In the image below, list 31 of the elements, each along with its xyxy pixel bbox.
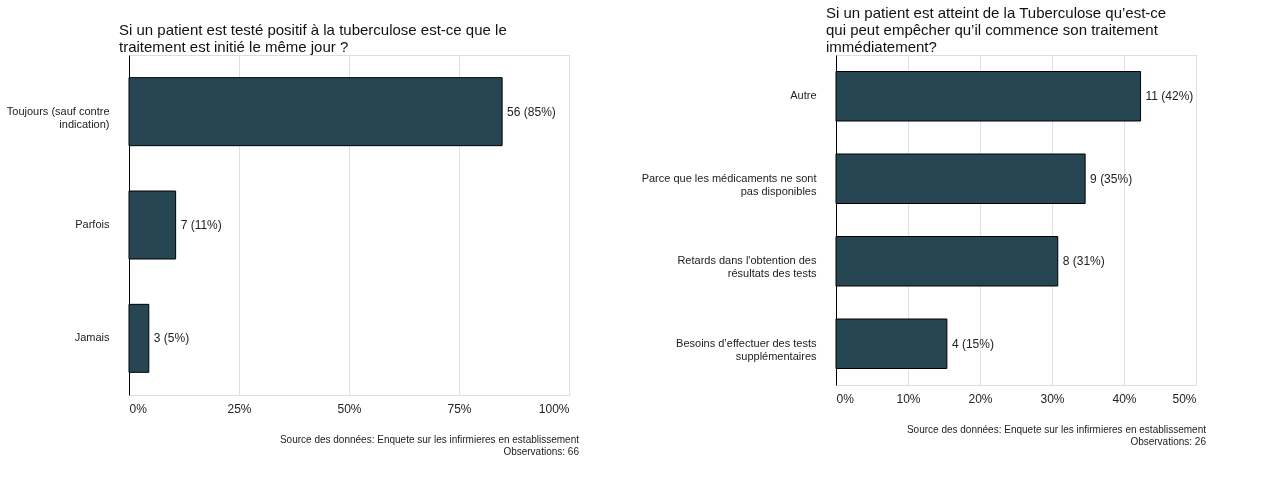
chart-title: Si un patient est testé positif à la tuberculose est-ce que le traitement est initié le même jour ? bbox=[119, 21, 507, 55]
x-tick-label: 50% bbox=[337, 401, 362, 416]
text: Observations: 66 bbox=[503, 446, 580, 457]
y-tick-label: Retards dans l'obtention des résultats des tests bbox=[677, 254, 817, 280]
data-label: 9 (35%) bbox=[1090, 171, 1133, 186]
x-tick-label: 30% bbox=[1040, 391, 1065, 406]
x-tick-label: 0% bbox=[129, 401, 148, 416]
y-tick-label: Parce que les médicaments ne sont pas disponibles bbox=[641, 171, 817, 197]
x-tick-label: 50% bbox=[1172, 391, 1197, 406]
chart-title: Si un patient est atteint de la Tuberculose qu’est-ce qui peut empêcher qu’il commence son traitement immédiatement? bbox=[826, 4, 1167, 55]
y-tick-label: Autre bbox=[790, 89, 817, 102]
data-label: 8 (31%) bbox=[1062, 254, 1105, 269]
source-note: Source des données: Enquete sur les infirmieres en establissement bbox=[906, 424, 1207, 435]
source-note: Source des données: Enquete sur les infirmieres en establissement bbox=[279, 434, 580, 445]
x-tick-label: 20% bbox=[968, 391, 993, 406]
data-label: 7 (11%) bbox=[180, 218, 222, 232]
y-tick-label: Besoins d’effectuer des tests supplémentaires bbox=[676, 336, 817, 362]
data-label: 56 (85%) bbox=[507, 104, 556, 119]
x-tick-label: 75% bbox=[447, 401, 472, 416]
x-tick-label: 10% bbox=[896, 391, 921, 406]
x-tick-label: 40% bbox=[1112, 391, 1137, 406]
text: Observations: 26 bbox=[1130, 436, 1207, 447]
data-label: 4 (15%) bbox=[951, 336, 994, 351]
x-tick-label: 100% bbox=[538, 401, 570, 416]
x-tick-label: 0% bbox=[836, 391, 855, 406]
data-label: 11 (42%) bbox=[1145, 89, 1194, 104]
data-label: 3 (5%) bbox=[153, 331, 190, 346]
y-tick-label: Toujours (sauf contre indication) bbox=[6, 104, 110, 130]
y-tick-label: Jamais bbox=[74, 331, 110, 344]
y-tick-label: Parfois bbox=[75, 218, 110, 230]
x-tick-label: 25% bbox=[227, 401, 252, 416]
